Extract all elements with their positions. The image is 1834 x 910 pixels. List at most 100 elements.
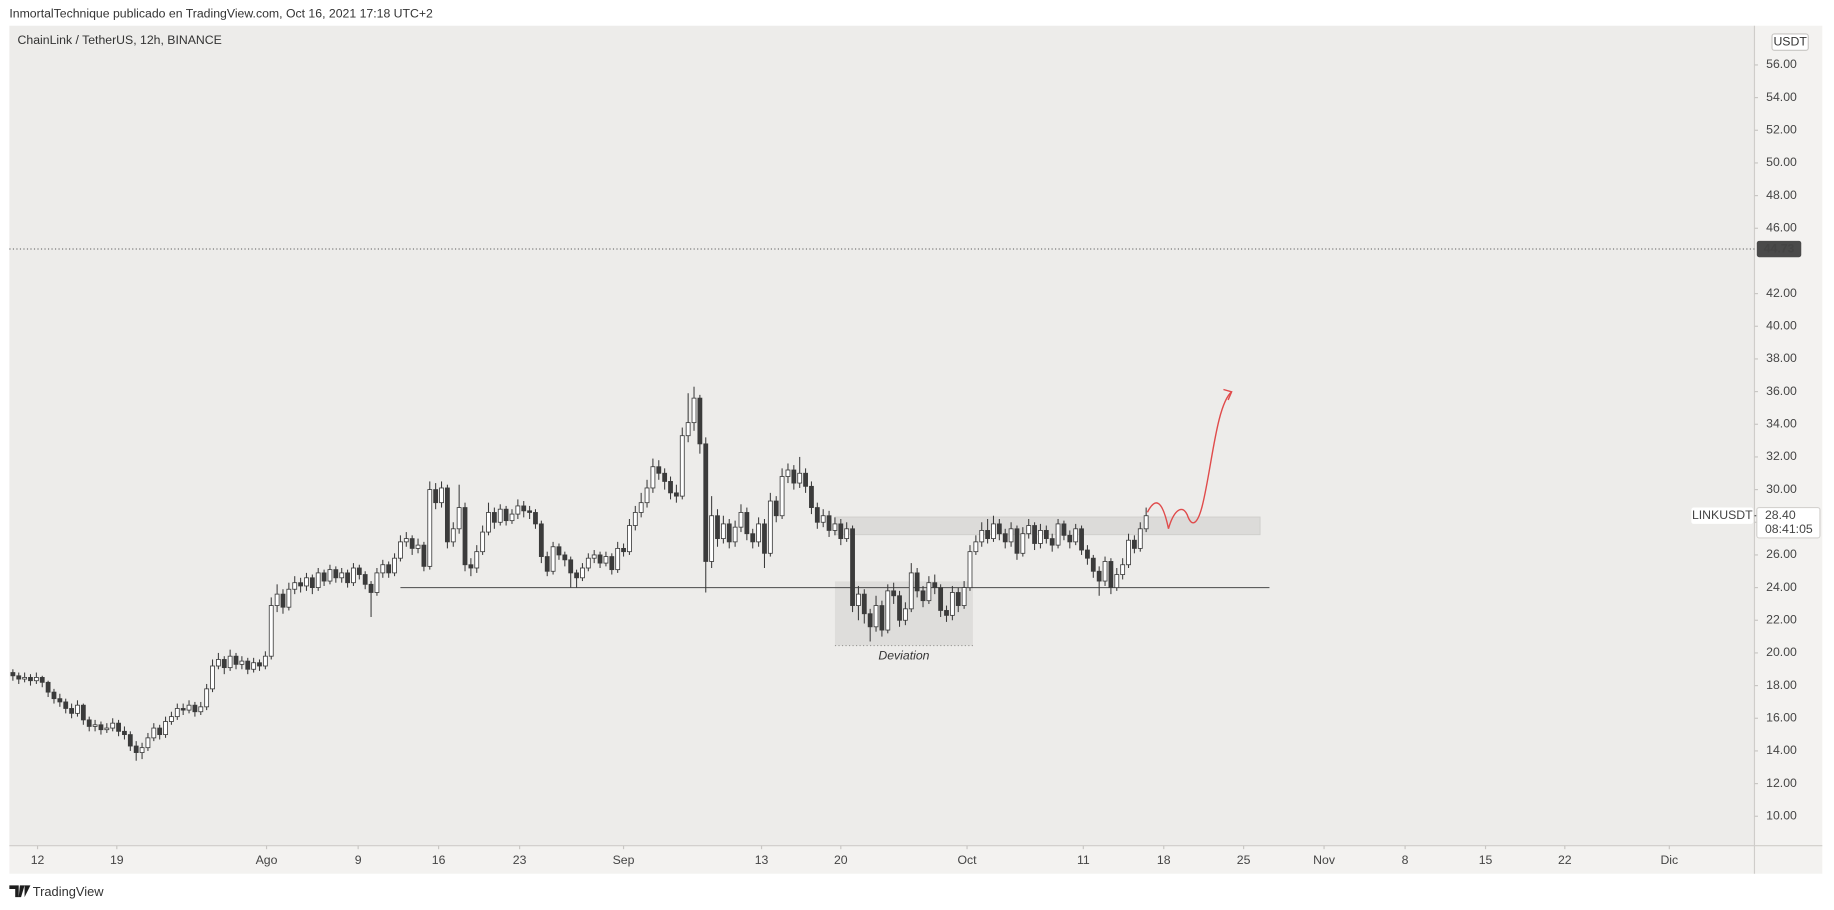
candle-body <box>1038 530 1043 544</box>
candle-body <box>703 443 709 562</box>
candle-body <box>891 590 897 597</box>
candle-body <box>838 523 844 540</box>
candle-body <box>462 507 468 566</box>
candle-body <box>756 523 762 543</box>
alert-price: 44.73 <box>1764 241 1795 255</box>
candle-body <box>57 698 63 703</box>
candle-body <box>309 577 315 589</box>
candle-body <box>321 572 327 582</box>
y-tick-label: 34.00 <box>1766 417 1797 431</box>
candle-body <box>1073 528 1079 543</box>
x-tick-label: 11 <box>1077 853 1090 867</box>
candle-body <box>521 505 527 512</box>
candle-body <box>638 502 644 513</box>
y-tick-label: 18.00 <box>1766 678 1797 692</box>
candle-body <box>861 593 867 615</box>
x-tick-label: Oct <box>958 853 978 867</box>
candle-body <box>116 722 121 732</box>
candle-body <box>497 508 503 523</box>
candle-body <box>239 660 245 665</box>
candle-body <box>491 512 497 523</box>
candle-body <box>644 487 650 504</box>
last-price-badge <box>1756 506 1821 539</box>
candle-body <box>174 708 180 718</box>
plot-area <box>9 25 1755 846</box>
x-tick-label: 18 <box>1157 853 1171 867</box>
candle-body <box>885 590 891 631</box>
candle-body <box>315 572 321 589</box>
y-tick-label: 54.00 <box>1766 90 1797 104</box>
projection-arrowhead <box>1223 388 1233 401</box>
y-tick-label: 40.00 <box>1766 319 1797 333</box>
candle-body <box>991 523 996 540</box>
y-tick-label: 42.00 <box>1766 286 1797 300</box>
x-tick-label: Ago <box>256 853 278 867</box>
candle-body <box>69 708 74 714</box>
candle-body <box>104 727 110 731</box>
candle-body <box>914 572 920 592</box>
candle-body <box>944 610 949 616</box>
candle-body <box>926 582 932 602</box>
candle-body <box>797 472 803 484</box>
x-tick-label: 12 <box>31 853 45 867</box>
candle-body <box>133 745 139 753</box>
candle-body <box>1126 539 1131 566</box>
candle-body <box>750 533 756 543</box>
candle-body <box>1114 574 1120 589</box>
x-tick-label: 13 <box>755 853 769 867</box>
candle-body <box>632 512 638 526</box>
candle-body <box>233 655 239 665</box>
candle-body <box>427 489 433 567</box>
candle-body <box>932 582 938 589</box>
candle-body <box>515 505 521 515</box>
candle-body <box>1120 564 1126 575</box>
y-tick-label: 38.00 <box>1766 351 1797 365</box>
candle-body <box>439 487 444 504</box>
candle-body <box>10 672 16 677</box>
candle-body <box>210 665 215 690</box>
price-axis <box>1754 25 1823 846</box>
candle-body <box>1043 530 1049 540</box>
y-tick-label: 16.00 <box>1766 711 1797 725</box>
axes: 10.00 12.00 14.00 16.00 18.00 20.00 22.00 24.00… <box>31 57 1821 867</box>
candle-body <box>486 512 491 533</box>
candle-body <box>298 582 303 587</box>
symbol-label: LINKUSDT <box>1692 508 1753 522</box>
candle-body <box>903 608 908 621</box>
candle-body <box>1055 523 1061 546</box>
candle-body <box>22 677 28 680</box>
logo-mark <box>9 885 31 898</box>
brand-name: TradingView <box>33 884 104 899</box>
candle-body <box>86 719 92 727</box>
candle-body <box>662 472 668 482</box>
candle-body <box>98 724 104 731</box>
candle-body <box>198 706 204 713</box>
candle-body <box>656 466 662 474</box>
candle-body <box>186 704 192 711</box>
candle-body <box>1067 534 1073 543</box>
y-tick-label: 56.00 <box>1766 57 1797 71</box>
candle-body <box>738 512 744 528</box>
candle-body <box>1143 515 1149 530</box>
candle-body <box>609 556 615 571</box>
candle-body <box>773 500 779 517</box>
candle-body <box>556 546 562 556</box>
candle-body <box>398 541 403 559</box>
candle-body <box>80 704 86 721</box>
y-tick-label: 32.00 <box>1766 449 1797 463</box>
candle-body <box>961 587 967 606</box>
y-tick-label: 22.00 <box>1766 613 1797 627</box>
candle-body <box>955 592 961 606</box>
candle-body <box>785 469 791 477</box>
candle-body <box>28 677 33 682</box>
candle-body <box>527 510 532 513</box>
candle-body <box>327 569 333 582</box>
candle-body <box>1014 528 1020 554</box>
candle-body <box>268 605 274 657</box>
candle-body <box>720 523 726 540</box>
candle-body <box>973 541 979 553</box>
candle-body <box>251 662 257 670</box>
candle-body <box>979 530 985 543</box>
candle-body <box>591 554 597 559</box>
